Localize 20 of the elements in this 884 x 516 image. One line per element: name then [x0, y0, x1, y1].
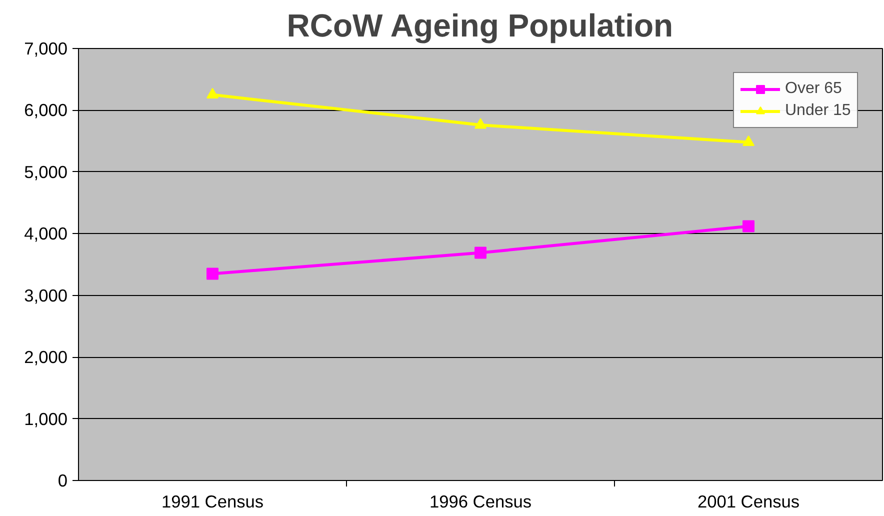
y-tick-label: 0: [58, 470, 68, 490]
x-tick-label: 1996 Census: [429, 492, 532, 512]
x-tick-label: 2001 Census: [697, 492, 800, 512]
point: [742, 220, 754, 232]
point: [474, 118, 486, 129]
legend-label: Under 15: [785, 102, 851, 120]
chart-title: RCoW Ageing Population: [286, 8, 674, 44]
point: [742, 135, 754, 146]
y-tick-label: 1,000: [24, 408, 68, 429]
point: [206, 268, 218, 280]
x-tick-label: 1991 Census: [161, 492, 264, 512]
y-tick-label: 4,000: [24, 224, 68, 244]
point: [206, 88, 218, 98]
y-tick-label: 6,000: [24, 100, 68, 120]
point: [474, 246, 486, 259]
y-tick-label: 7,000: [24, 38, 68, 58]
y-tick-label: 3,000: [24, 285, 68, 306]
legend-label: Over 65: [785, 80, 842, 98]
y-tick-label: 2,000: [24, 347, 68, 368]
y-tick-label: 5,000: [24, 162, 68, 182]
